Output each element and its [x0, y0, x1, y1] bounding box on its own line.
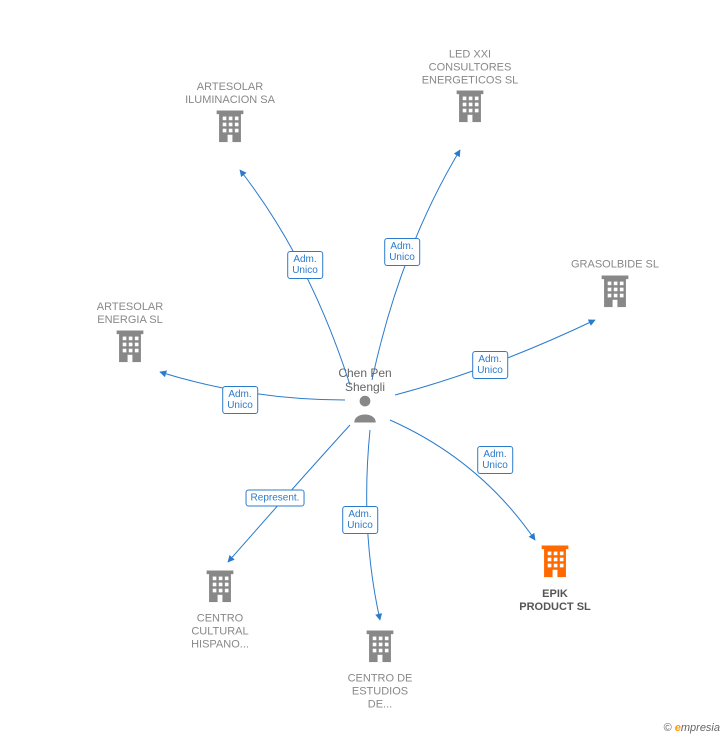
building-icon	[205, 571, 235, 605]
edge-label-centro-estudios: Adm. Unico	[342, 506, 378, 534]
building-icon	[455, 91, 485, 125]
building-icon	[600, 276, 630, 310]
node-label-artesolar-energia: ARTESOLAR ENERGIA SL	[97, 301, 163, 327]
edge-label-led-xxi: Adm. Unico	[384, 238, 420, 266]
node-label-epik-product: EPIK PRODUCT SL	[519, 588, 591, 614]
person-icon[interactable]	[352, 393, 378, 428]
copyright-rest: mpresia	[681, 722, 720, 734]
node-label-led-xxi: LED XXI CONSULTORES ENERGETICOS SL	[422, 49, 519, 88]
building-icon	[540, 546, 570, 580]
building-icon	[115, 331, 145, 365]
node-centro-cultural[interactable]	[205, 571, 235, 610]
center-label: Chen Pen Shengli	[338, 366, 391, 394]
node-label-centro-cultural: CENTRO CULTURAL HISPANO...	[191, 613, 249, 652]
node-artesolar-iluminacion[interactable]	[215, 111, 245, 150]
edge-label-grasolbide: Adm. Unico	[472, 351, 508, 379]
node-grasolbide[interactable]	[600, 276, 630, 315]
copyright-symbol: ©	[664, 722, 672, 734]
node-label-centro-estudios: CENTRO DE ESTUDIOS DE...	[348, 673, 413, 712]
copyright: © empresia	[664, 722, 720, 734]
node-centro-estudios[interactable]	[365, 631, 395, 670]
center-node[interactable]: Chen Pen Shengli	[338, 366, 391, 394]
node-epik-product[interactable]	[540, 546, 570, 585]
edge-epik-product	[390, 420, 535, 540]
node-label-grasolbide: GRASOLBIDE SL	[571, 259, 659, 272]
network-canvas: { "canvas": { "width": 728, "height": 74…	[0, 0, 728, 740]
building-icon	[215, 111, 245, 145]
building-icon	[365, 631, 395, 665]
node-led-xxi[interactable]	[455, 91, 485, 130]
edge-label-artesolar-iluminacion: Adm. Unico	[287, 251, 323, 279]
edge-label-artesolar-energia: Adm. Unico	[222, 386, 258, 414]
node-label-artesolar-iluminacion: ARTESOLAR ILUMINACION SA	[185, 81, 275, 107]
edge-label-epik-product: Adm. Unico	[477, 446, 513, 474]
edge-label-centro-cultural: Represent.	[246, 490, 305, 507]
node-artesolar-energia[interactable]	[115, 331, 145, 370]
